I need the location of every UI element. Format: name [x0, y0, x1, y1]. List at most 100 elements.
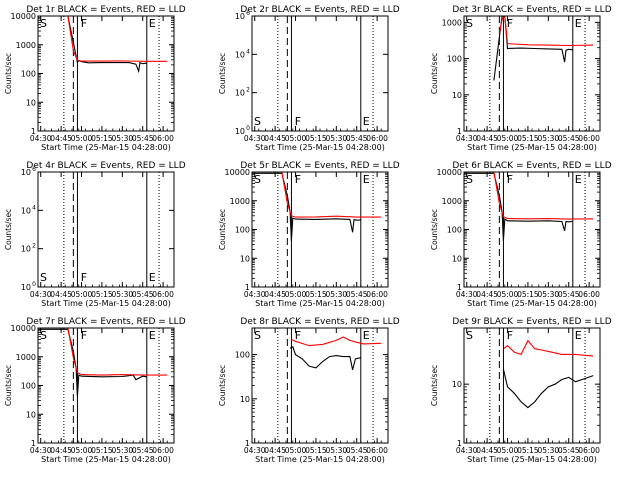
x-tick-label: 05:00 [285, 446, 307, 455]
marker-E: E [363, 329, 370, 342]
y-tick-label: 1000 [442, 18, 462, 27]
x-tick-label: 05:45 [558, 290, 580, 299]
y-tick-exponent: 0 [32, 281, 36, 288]
y-tick-label: 10 [26, 410, 36, 419]
marker-E: E [149, 271, 156, 284]
x-tick-label: 05:30 [112, 446, 134, 455]
y-tick-label: 10000 [11, 12, 36, 21]
x-tick-label: 05:00 [497, 446, 519, 455]
y-axis-label: Counts/sec [430, 209, 439, 250]
y-tick-label: 1 [31, 439, 36, 448]
x-tick-label: 06:00 [366, 134, 388, 143]
y-tick-label: 10 [21, 283, 31, 292]
panel-det-5r: Det 5r BLACK = Events, RED = LLD S F E 1 10 10… [218, 161, 400, 308]
x-tick-label: 04:45 [50, 446, 72, 455]
y-tick-label: 1 [457, 127, 462, 136]
marker-E: E [575, 17, 582, 30]
marker-S: S [254, 115, 261, 128]
marker-S: S [40, 17, 47, 30]
y-tick-label: 10 [21, 245, 31, 254]
y-tick-label: 10 [21, 168, 31, 177]
y-axis-label: Counts/sec [430, 365, 439, 406]
x-tick-label: 06:00 [578, 134, 600, 143]
y-axis-label: Counts/sec [430, 53, 439, 94]
y-axis-label: Counts/sec [218, 53, 227, 94]
marker-F: F [81, 17, 87, 30]
x-tick-label: 05:15 [91, 134, 113, 143]
marker-F: F [507, 329, 513, 342]
x-tick-label: 04:30 [244, 446, 266, 455]
marker-F: F [295, 329, 301, 342]
x-tick-label: 05:15 [517, 446, 539, 455]
x-tick-label: 05:30 [326, 290, 348, 299]
x-tick-label: 05:00 [497, 290, 519, 299]
x-tick-label: 05:00 [71, 446, 93, 455]
series-lld-line [498, 16, 594, 47]
y-tick-label: 10 [452, 380, 462, 389]
marker-F: F [507, 173, 513, 186]
x-tick-label: 04:45 [264, 446, 286, 455]
y-tick-label: 1 [457, 283, 462, 292]
y-tick-label: 10 [235, 89, 245, 98]
marker-S: S [466, 329, 473, 342]
x-tick-label: 05:30 [538, 290, 560, 299]
series-lld-line [38, 328, 168, 376]
x-tick-label: 04:30 [456, 446, 478, 455]
marker-S: S [466, 17, 473, 30]
y-tick-label: 1 [31, 127, 36, 136]
series-events-line [38, 328, 147, 397]
x-tick-label: 05:30 [326, 134, 348, 143]
x-tick-label: 05:45 [346, 446, 368, 455]
x-tick-label: 06:00 [152, 290, 174, 299]
series-events-line [38, 16, 147, 74]
x-tick-label: 05:00 [497, 134, 519, 143]
x-tick-label: 05:15 [305, 290, 327, 299]
panel-title: Det 3r BLACK = Events, RED = LLD [452, 5, 611, 15]
marker-S: S [40, 271, 47, 284]
series-lld-line [252, 172, 382, 218]
y-tick-label: 10000 [437, 168, 462, 177]
panel-title: Det 2r BLACK = Events, RED = LLD [240, 5, 399, 15]
y-tick-label: 100 [21, 382, 36, 391]
x-axis-label: Start Time (25-Mar-15 04:28:00) [255, 455, 385, 464]
y-tick-label: 10 [235, 127, 245, 136]
y-axis-label: Counts/sec [218, 209, 227, 250]
x-tick-label: 05:30 [538, 446, 560, 455]
x-tick-label: 04:30 [244, 134, 266, 143]
y-tick-label: 100 [447, 226, 462, 235]
y-tick-exponent: 2 [246, 87, 250, 94]
y-tick-label: 1 [457, 439, 462, 448]
x-axis-label: Start Time (25-Mar-15 04:28:00) [467, 299, 597, 308]
marker-E: E [149, 17, 156, 30]
x-tick-label: 04:30 [30, 290, 52, 299]
series-events-line [464, 172, 573, 241]
marker-E: E [363, 115, 370, 128]
series-lld-line [503, 339, 594, 357]
panel-det-1r: Det 1r BLACK = Events, RED = LLD S F E 1 10 10… [4, 5, 186, 152]
panel-det-7r: Det 7r BLACK = Events, RED = LLD S F E 1 10 10… [4, 317, 186, 464]
y-axis-label: Counts/sec [4, 53, 13, 94]
y-tick-label: 100 [21, 70, 36, 79]
x-axis-label: Start Time (25-Mar-15 04:28:00) [255, 299, 385, 308]
x-tick-label: 04:45 [476, 446, 498, 455]
y-tick-label: 10 [21, 206, 31, 215]
x-axis-label: Start Time (25-Mar-15 04:28:00) [41, 299, 171, 308]
x-tick-label: 05:00 [71, 290, 93, 299]
y-tick-label: 10 [240, 254, 250, 263]
x-tick-label: 06:00 [578, 446, 600, 455]
series-lld-line [464, 172, 594, 220]
y-tick-label: 100 [235, 226, 250, 235]
y-tick-label: 10 [240, 395, 250, 404]
series-lld-line [291, 336, 382, 347]
x-tick-label: 04:45 [264, 134, 286, 143]
marker-F: F [81, 329, 87, 342]
marker-S: S [466, 173, 473, 186]
plot-frame [251, 15, 389, 132]
x-tick-label: 06:00 [152, 446, 174, 455]
x-tick-label: 05:00 [71, 134, 93, 143]
y-axis-label: Counts/sec [4, 209, 13, 250]
x-axis-label: Start Time (25-Mar-15 04:28:00) [255, 143, 385, 152]
y-tick-label: 10000 [225, 168, 250, 177]
x-tick-label: 06:00 [366, 290, 388, 299]
